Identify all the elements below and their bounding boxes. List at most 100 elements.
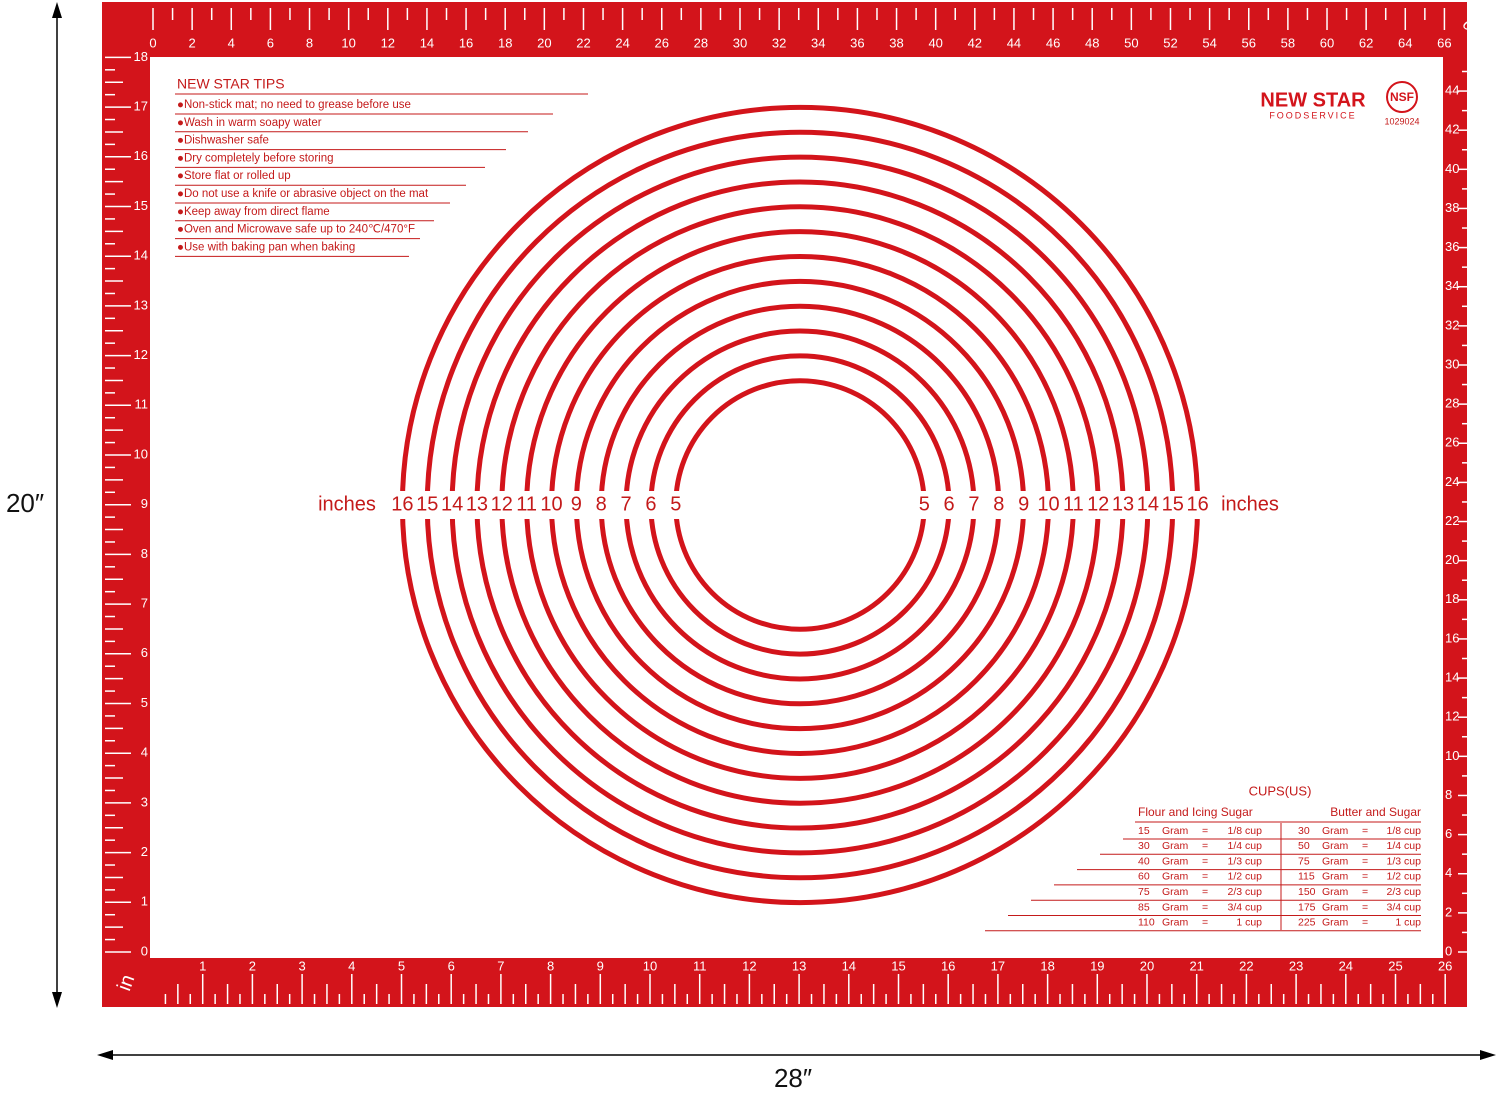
ruler-label: 16 (1445, 630, 1459, 645)
logo-sub: FOODSERVICE (1269, 110, 1356, 120)
ruler-label: 14 (134, 248, 148, 263)
height-label: 20″ (6, 488, 44, 518)
table-cell: Gram (1322, 840, 1349, 852)
ruler-label: 58 (1281, 35, 1295, 50)
ruler-label: 42 (1445, 122, 1459, 137)
ruler-label: 11 (693, 958, 707, 973)
ruler-label: 5 (141, 695, 148, 710)
circle-label: 9 (571, 493, 582, 515)
inch-unit: in (113, 972, 139, 994)
table-cell: = (1362, 855, 1368, 867)
circle-label: 10 (540, 493, 562, 515)
table-cell: 225 (1298, 917, 1316, 929)
table-header: Flour and Icing Sugar (1138, 805, 1253, 819)
ruler-label: 56 (1242, 35, 1256, 50)
circle-label: 10 (1037, 493, 1059, 515)
ruler-label: 10 (341, 35, 355, 50)
ruler-label: 4 (228, 35, 235, 50)
table-cell: Gram (1322, 917, 1349, 929)
circle-label: 7 (620, 493, 631, 515)
ruler-label: 16 (941, 958, 955, 973)
ruler-label: 13 (792, 958, 806, 973)
table-cell: 2/3 cup (1228, 886, 1263, 898)
ruler-label: 46 (1046, 35, 1060, 50)
nsf-text: NSF (1390, 90, 1414, 104)
table-cell: 50 (1298, 840, 1310, 852)
arrow-head (52, 992, 62, 1008)
table-cell: = (1202, 901, 1208, 913)
table-cell: 3/4 cup (1228, 901, 1263, 913)
ruler-label: 14 (842, 958, 856, 973)
table-cell: Gram (1322, 901, 1349, 913)
ruler-label: 14 (420, 35, 434, 50)
ruler-label: 66 (1437, 35, 1451, 50)
table-cell: = (1362, 886, 1368, 898)
table-cell: Gram (1162, 871, 1189, 883)
ruler-label: 0 (149, 35, 156, 50)
ruler-label: 26 (1445, 435, 1459, 450)
ruler-label: 11 (135, 397, 149, 412)
cups-title: CUPS(US) (1249, 783, 1312, 798)
circle-label: 15 (416, 493, 438, 515)
ruler-label: 13 (134, 297, 148, 312)
ruler-label: 17 (991, 958, 1005, 973)
ruler-label: 10 (1445, 748, 1459, 763)
table-cell: 150 (1298, 886, 1316, 898)
ruler-label: 36 (850, 35, 864, 50)
table-cell: 1/4 cup (1387, 840, 1422, 852)
table-cell: Gram (1322, 871, 1349, 883)
table-cell: = (1362, 871, 1368, 883)
ruler-label: 25 (1388, 958, 1402, 973)
ruler-label: 18 (1040, 958, 1054, 973)
circle-unit: inches (1221, 493, 1279, 515)
ruler-label: 2 (249, 958, 256, 973)
ruler-label: 44 (1445, 82, 1459, 97)
ruler-label: 20 (1140, 958, 1154, 973)
table-cell: Gram (1322, 886, 1349, 898)
ruler-label: 26 (1438, 958, 1452, 973)
table-cell: = (1202, 917, 1208, 929)
label-band (908, 491, 1205, 519)
table-cell: 75 (1138, 886, 1150, 898)
table-cell: 40 (1138, 855, 1150, 867)
circle-label: 8 (596, 493, 607, 515)
table-cell: 1/2 cup (1228, 871, 1263, 883)
table-cell: 1/4 cup (1228, 840, 1263, 852)
ruler-label: 36 (1445, 239, 1459, 254)
table-cell: = (1202, 886, 1208, 898)
ruler-label: 22 (1239, 958, 1253, 973)
ruler-label: 18 (1445, 591, 1459, 606)
table-cell: 1/3 cup (1228, 855, 1263, 867)
table-cell: 85 (1138, 901, 1150, 913)
ruler-label: 32 (1445, 317, 1459, 332)
tip-item: ●Dishwasher safe (177, 135, 269, 147)
table-cell: Gram (1162, 901, 1189, 913)
arrow-head (97, 1050, 113, 1060)
ruler-label: 20 (1445, 552, 1459, 567)
ruler-label: 3 (141, 794, 148, 809)
ruler-label: 16 (134, 148, 148, 163)
nsf-badge (1386, 81, 1418, 113)
ruler-label: 9 (141, 496, 148, 511)
ruler-label: 60 (1320, 35, 1334, 50)
circle-label: 16 (391, 493, 413, 515)
table-cell: = (1202, 855, 1208, 867)
table-cell: = (1362, 901, 1368, 913)
ruler-label: 18 (134, 49, 148, 64)
ruler-label: 22 (576, 35, 590, 50)
tip-item: ●Store flat or rolled up (177, 170, 291, 182)
circle-label: 12 (491, 493, 513, 515)
circle-label: 14 (441, 493, 463, 515)
table-cell: 1/3 cup (1387, 855, 1422, 867)
table-cell: Gram (1162, 855, 1189, 867)
circle-label: 8 (993, 493, 1004, 515)
table-cell: = (1202, 825, 1208, 837)
ruler-label: 19 (1090, 958, 1104, 973)
circle-label: 11 (1063, 493, 1084, 515)
ruler-label: 4 (348, 958, 355, 973)
table-cell: 1 cup (1236, 917, 1262, 929)
table-cell: Gram (1322, 825, 1349, 837)
ruler-label: 32 (772, 35, 786, 50)
